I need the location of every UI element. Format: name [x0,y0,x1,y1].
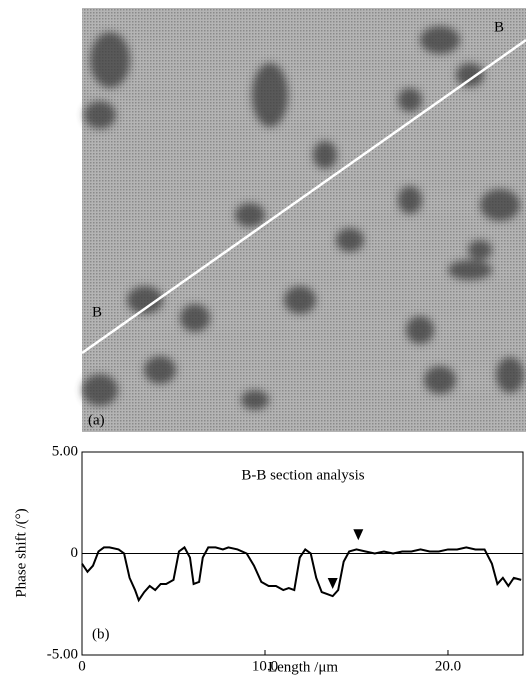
panel-label: (b) [92,626,110,642]
profile-line [81,545,522,603]
x-tick-label: 10.0 [252,658,278,674]
x-tick-label: 0 [78,658,86,674]
marker-triangle [327,577,338,589]
y-tick-label: 0 [71,545,79,561]
x-tick-label: 20.0 [435,658,461,674]
x-axis-label: Length /μm [268,659,338,675]
y-tick-label: 5.00 [52,443,78,459]
section-label: B [494,19,504,35]
y-tick-label: -5.00 [47,646,78,662]
afm-image [81,8,526,432]
chart-title: B-B section analysis [241,467,364,483]
section-label: B [92,304,102,320]
panel-label: (a) [88,412,105,428]
y-axis-label: Phase shift /(°) [13,508,29,597]
marker-triangle [353,529,364,541]
